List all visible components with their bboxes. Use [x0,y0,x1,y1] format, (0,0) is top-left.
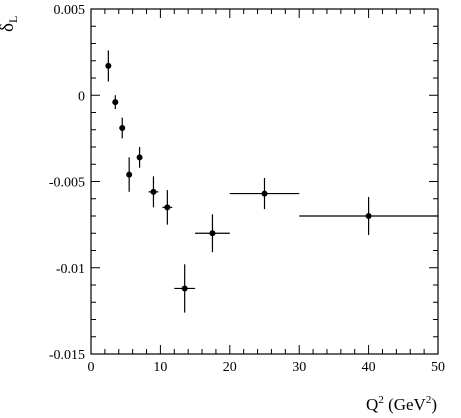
y-axis-label: δL [0,16,20,32]
data-points [105,50,438,313]
y-axis-label-symbol: δ [0,23,18,32]
data-point [126,171,133,178]
data-point [181,285,188,292]
x-axis-label: Q2 (GeV2) [366,394,437,414]
data-point [105,62,112,69]
x-tick-label: 40 [362,360,376,375]
axis-ticks [90,8,439,355]
data-point [136,154,143,161]
data-point [164,204,171,211]
data-point [119,125,126,132]
data-point [365,213,372,219]
y-tick-label: 0.005 [54,3,86,18]
x-tick-label: 50 [431,360,445,375]
axis-tick-labels: 0 10 20 30 40 50 -0.015 -0.01 -0.005 0 0.005 [49,3,445,375]
x-tick-label: 0 [88,360,95,375]
x-tick-label: 10 [153,360,167,375]
y-tick-label: 0 [78,89,85,104]
y-tick-label: -0.01 [56,262,85,277]
data-point [209,230,216,237]
data-point [112,99,119,106]
x-tick-label: 30 [292,360,306,375]
y-tick-label: -0.015 [49,348,85,363]
data-point [150,188,157,195]
y-tick-label: -0.005 [49,176,85,191]
x-tick-label: 20 [223,360,237,375]
y-axis-label-subscript: L [6,16,20,23]
data-point [261,190,268,197]
